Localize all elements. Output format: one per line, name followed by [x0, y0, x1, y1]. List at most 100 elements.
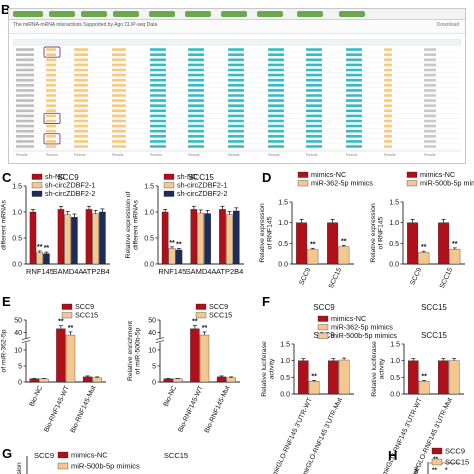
table-cell [46, 68, 56, 72]
bar [173, 378, 183, 383]
bar [36, 252, 43, 265]
bar [92, 377, 102, 383]
legend-label: SCC15 [75, 311, 98, 320]
table-cell [346, 99, 362, 102]
table-cell [228, 140, 244, 143]
table-cell [74, 135, 88, 138]
footer-label: Results [268, 153, 280, 157]
table-cell [112, 109, 126, 113]
table-cell [16, 73, 34, 77]
y-tick-label: 0.5 [144, 236, 154, 243]
y-tick-label: 1.5 [144, 184, 154, 191]
nav-tab[interactable] [297, 11, 323, 17]
table-cell [16, 114, 34, 118]
table-cell [188, 104, 204, 107]
table-cell [346, 78, 362, 82]
nav-tab[interactable] [185, 11, 211, 17]
chart-e1: 0 5 10 40 50 Relative enrichmentof miR-362-5p… [1, 302, 106, 434]
table-cell [150, 104, 166, 107]
table-cell [46, 78, 56, 82]
table-cell [228, 135, 244, 138]
table-cell [150, 145, 166, 148]
bar [71, 217, 78, 265]
table-cell [74, 89, 88, 92]
table-cell [306, 78, 322, 82]
legend-label: sh-NC [45, 172, 65, 181]
legend-swatch [61, 312, 73, 319]
table-cell [346, 68, 362, 72]
table-cell [228, 63, 244, 67]
table-cell [268, 99, 284, 102]
footer-label: Results [306, 153, 318, 157]
table-cell [424, 73, 436, 77]
table-cell [112, 84, 126, 87]
table-cell [112, 99, 126, 102]
table-cell [112, 94, 126, 97]
bar [190, 328, 200, 383]
y-axis-label: Relative enrichmentof miR-500b-5p [127, 321, 142, 381]
table-cell [16, 99, 34, 102]
bottom-panels: SCC9 SCC15 mimics-NC miR-500b-5p mimics ssio… [16, 447, 469, 474]
legend-swatch [195, 303, 207, 310]
nav-tab[interactable] [81, 11, 107, 17]
table-cell [424, 140, 436, 143]
table-cell [16, 94, 34, 97]
y-tick-label: 0.5 [12, 236, 22, 243]
table-cell [268, 140, 284, 143]
y-tick-label: 40 [14, 330, 22, 337]
table-cell [112, 63, 126, 67]
bar [308, 381, 320, 395]
table-cell [384, 99, 392, 102]
table-cell [346, 109, 362, 113]
y-tick-label: 1.0 [144, 210, 154, 217]
table-cell [424, 119, 436, 123]
tab-bar [9, 9, 465, 20]
significance-mark: * [445, 467, 448, 474]
legend-label: SCC9 [445, 447, 465, 456]
significance-mark: ** [192, 319, 198, 326]
table-cell [384, 145, 392, 148]
table-cell [74, 119, 88, 123]
legend-label: SCC15 [445, 458, 469, 467]
table-cell [306, 129, 322, 133]
table-cell [188, 58, 204, 62]
nav-tab[interactable] [339, 11, 365, 17]
table-cell [74, 84, 88, 87]
bar [204, 213, 211, 265]
axis-break-mark [155, 337, 165, 340]
table-cell [112, 68, 126, 72]
y-axis-label: Relative expressionof RNF145 [259, 203, 274, 263]
download-link[interactable]: Download [436, 22, 459, 28]
table-cell [306, 119, 322, 123]
table-cell [346, 58, 362, 62]
legend-label: mimics-NC [311, 170, 346, 179]
table-cell [306, 84, 322, 87]
nav-tab[interactable] [13, 11, 43, 17]
table-cell [268, 78, 284, 82]
nav-tab[interactable] [49, 11, 75, 17]
table-cell [346, 145, 362, 148]
nav-tab[interactable] [257, 11, 283, 17]
table-cell [268, 104, 284, 107]
table-cell [46, 48, 56, 51]
table-cell [228, 145, 244, 148]
x-tick-label: pmirGLO-RNF145 3'UTR-Mut [300, 397, 344, 474]
table-cell [150, 114, 166, 118]
table-cell [424, 63, 436, 67]
table-cell [74, 124, 88, 128]
table-cell [74, 109, 88, 113]
table-cell [268, 114, 284, 118]
table-cell [424, 124, 436, 128]
table-cell [268, 119, 284, 123]
panel-label-e: E [2, 294, 11, 309]
nav-tab[interactable] [149, 11, 175, 17]
bar [190, 209, 198, 265]
nav-tab[interactable] [113, 11, 139, 17]
chart-title: SCC15 [164, 451, 188, 460]
nav-tab[interactable] [221, 11, 247, 17]
table-cell [424, 48, 436, 51]
table-cell [384, 104, 392, 107]
table-cell [150, 63, 166, 67]
significance-mark: ** [421, 373, 427, 380]
table-cell [346, 53, 362, 56]
